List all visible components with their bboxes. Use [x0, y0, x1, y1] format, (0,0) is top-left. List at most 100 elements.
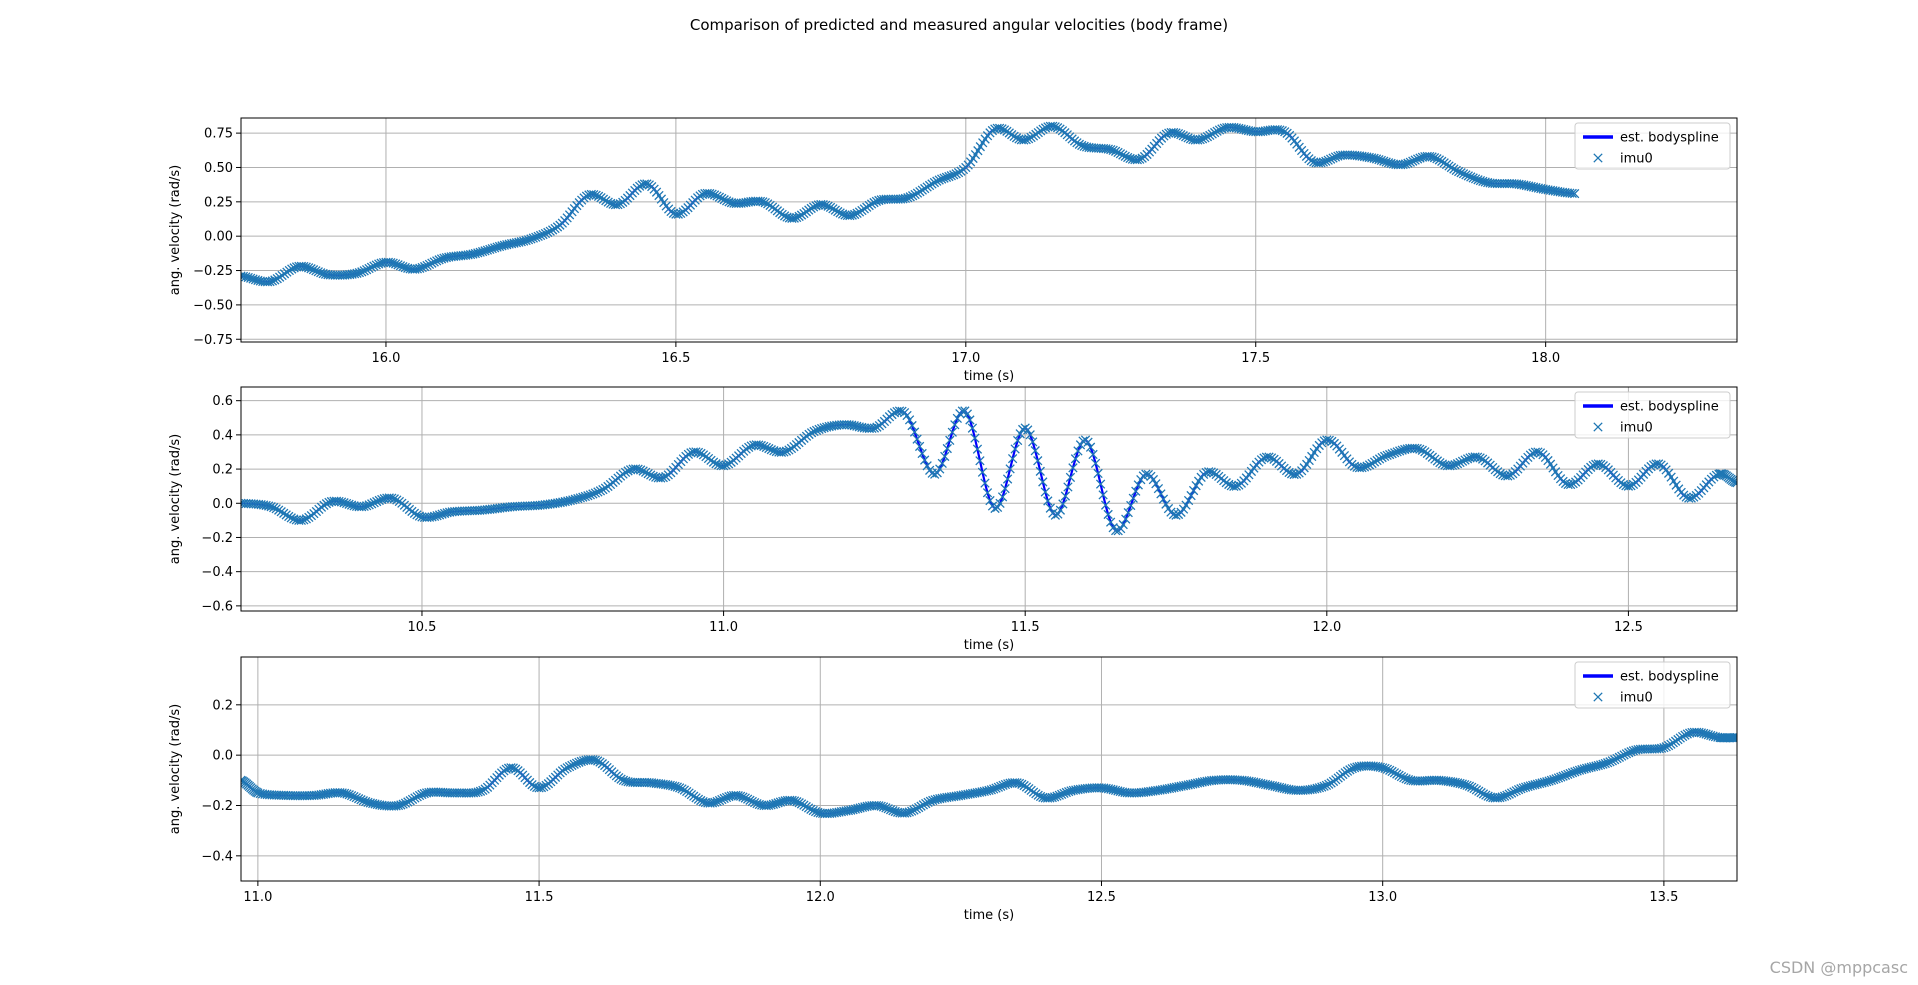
data-point: [1417, 445, 1427, 455]
data-point: [308, 265, 319, 275]
data-point: [912, 434, 922, 444]
data-point: [592, 756, 603, 766]
data-point: [779, 447, 789, 457]
data-point: [1384, 449, 1395, 460]
data-point: [1372, 455, 1382, 466]
data-point: [792, 797, 802, 807]
data-point: [475, 786, 486, 796]
x-tick-label: 16.0: [371, 351, 400, 366]
data-point: [648, 471, 658, 481]
data-point: [1605, 757, 1615, 767]
legend-marker-icon: [1593, 692, 1603, 702]
data-point: [339, 498, 349, 508]
data-point: [410, 793, 420, 803]
data-point: [548, 225, 558, 235]
data-point: [1661, 742, 1671, 752]
data-point: [999, 125, 1010, 135]
data-point: [965, 415, 975, 425]
data-point: [951, 169, 961, 179]
data-point: [1379, 451, 1390, 461]
data-point: [540, 228, 551, 239]
data-point: [1390, 448, 1400, 458]
data-point: [935, 464, 945, 474]
data-point: [1000, 483, 1010, 494]
y-tick-label: −0.4: [201, 565, 233, 580]
data-point: [643, 469, 653, 479]
data-point: [1511, 786, 1521, 796]
y-tick-label: −0.2: [201, 799, 233, 814]
data-point: [536, 782, 547, 793]
data-point: [321, 499, 332, 509]
data-point: [1659, 742, 1669, 753]
data-point: [1318, 157, 1329, 167]
data-point: [1115, 149, 1126, 159]
data-point: [934, 175, 944, 185]
data-point: [1565, 479, 1576, 490]
data-point: [717, 794, 727, 805]
data-point: [1275, 125, 1285, 135]
data-point: [693, 447, 704, 458]
data-point: [1021, 134, 1031, 145]
data-point: [274, 505, 284, 515]
data-point: [1210, 127, 1220, 138]
data-point: [905, 192, 915, 202]
data-point: [1324, 435, 1334, 445]
data-point: [284, 265, 294, 276]
data-point: [369, 498, 379, 508]
data-point: [740, 793, 750, 803]
data-point: [1460, 455, 1470, 465]
data-point: [1369, 457, 1380, 467]
data-point: [1454, 166, 1464, 177]
data-point: [1191, 481, 1201, 491]
data-point: [299, 515, 309, 525]
data-point: [271, 504, 281, 514]
data-point: [407, 794, 418, 805]
data-point: [267, 276, 278, 286]
y-tick-label: 0.0: [212, 749, 233, 764]
data-point: [1173, 129, 1184, 139]
data-point: [658, 472, 668, 483]
data-point: [997, 124, 1007, 134]
data-point: [794, 798, 804, 808]
data-point: [1415, 444, 1425, 454]
data-point: [1677, 731, 1688, 742]
data-point: [1050, 122, 1060, 132]
subplot-2: 10.5 11.0 11.5 12.0 12.5 −0.6 −0.4 −0.2 0.0 0.2 0.…: [168, 386, 1738, 653]
data-point: [1197, 134, 1208, 144]
data-point: [993, 782, 1004, 792]
data-point: [270, 275, 280, 285]
data-point: [760, 198, 770, 208]
data-point: [1472, 452, 1483, 462]
data-point: [721, 196, 732, 206]
data-point: [1456, 168, 1466, 178]
data-point: [1151, 479, 1161, 489]
data-point: [364, 500, 374, 510]
data-point: [1463, 171, 1473, 181]
data-point: [635, 465, 646, 475]
data-point: [833, 206, 843, 217]
data-point: [543, 227, 553, 238]
data-point: [403, 797, 413, 807]
data-point: [1111, 525, 1121, 536]
data-point: [372, 496, 382, 507]
data-point: [809, 426, 819, 437]
data-point: [642, 179, 652, 189]
data-point: [1023, 425, 1033, 435]
data-point: [1017, 779, 1027, 789]
data-point: [1214, 125, 1225, 135]
data-point: [296, 515, 306, 526]
data-point: [946, 171, 956, 181]
data-point: [1209, 468, 1219, 478]
data-point: [847, 210, 857, 220]
x-tick-label: 12.5: [1614, 620, 1643, 635]
data-point: [1058, 499, 1068, 509]
data-point: [349, 791, 359, 802]
legend: est. bodyspline imu0: [1574, 661, 1731, 709]
data-point: [914, 802, 924, 813]
data-point: [1612, 753, 1622, 764]
data-point: [1466, 172, 1476, 182]
data-point: [1178, 504, 1189, 514]
legend-entry: imu0: [1620, 152, 1653, 167]
x-tick-label: 18.0: [1531, 351, 1560, 366]
